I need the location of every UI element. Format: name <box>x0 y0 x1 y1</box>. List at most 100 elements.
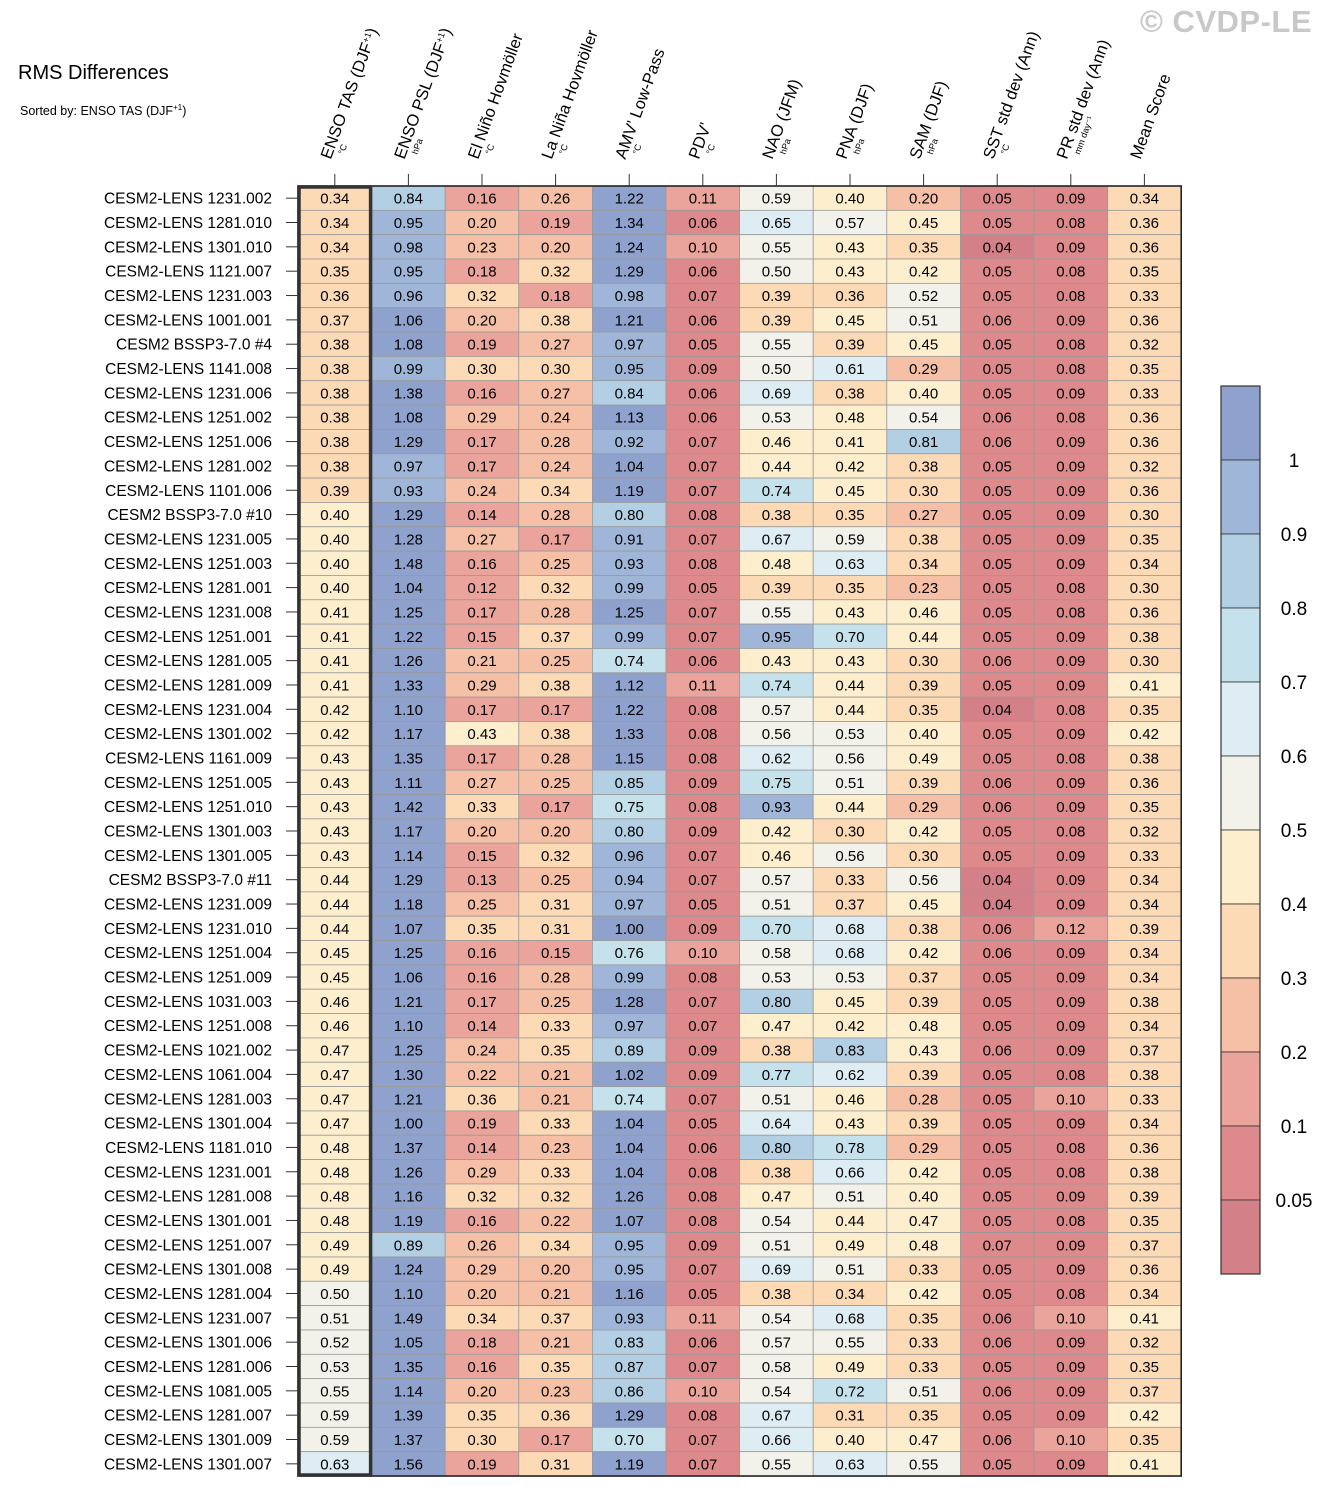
cell-value: 0.04 <box>983 239 1012 256</box>
cell-value: 0.33 <box>909 1262 938 1279</box>
row-label: CESM2-LENS 1281.003 <box>104 1091 272 1108</box>
cell-value: 1.16 <box>394 1189 423 1206</box>
row-label: CESM2-LENS 1161.009 <box>105 750 272 767</box>
cell-value: 0.09 <box>1056 1383 1085 1400</box>
cell-value: 0.45 <box>320 970 349 987</box>
column-header-label: SST std dev (Ann) <box>980 29 1043 162</box>
cell-value: 1.24 <box>394 1262 423 1279</box>
heatmap-cell <box>960 1061 1035 1087</box>
cell-value: 0.55 <box>762 337 791 354</box>
column-header-label: ENSO TAS (DJF <box>318 40 377 161</box>
sort-column-highlight <box>297 185 373 1477</box>
heatmap-cell <box>665 623 740 649</box>
cell-value: 0.47 <box>320 1067 349 1084</box>
cell-value: 0.84 <box>394 191 423 208</box>
cell-value: 0.20 <box>909 191 938 208</box>
cell-value: 0.24 <box>541 410 570 427</box>
heatmap-cell <box>297 502 372 528</box>
cell-value: 0.38 <box>320 337 349 354</box>
heatmap-cell <box>665 234 740 260</box>
heatmap-cell <box>444 940 520 966</box>
cell-value: 1.05 <box>394 1335 423 1352</box>
cell-value: 0.38 <box>320 361 349 378</box>
cell-value: 0.18 <box>467 264 496 281</box>
row-label: CESM2-LENS 1281.010 <box>104 215 272 232</box>
heatmap-cell <box>665 1013 740 1039</box>
cell-value: 0.27 <box>541 385 570 402</box>
cell-value: 0.78 <box>835 1140 864 1157</box>
cell-value: 0.30 <box>467 1432 496 1449</box>
cell-value: 0.25 <box>541 872 570 889</box>
heatmap-cell <box>444 1451 520 1477</box>
heatmap-cell <box>518 1426 593 1453</box>
cell-value: 0.35 <box>909 1310 938 1327</box>
cell-value: 0.35 <box>467 1408 496 1425</box>
heatmap-cell <box>960 721 1035 747</box>
heatmap-cell <box>812 477 888 503</box>
cell-value: 0.39 <box>909 677 938 694</box>
cell-value: 1.30 <box>394 1067 423 1084</box>
cell-value: 0.95 <box>615 1262 644 1279</box>
row-label: CESM2-LENS 1231.008 <box>104 604 272 621</box>
cell-value: 1.49 <box>394 1310 423 1327</box>
colorbar-label: 0.1 <box>1281 1117 1307 1138</box>
cell-value: 0.07 <box>688 629 717 646</box>
cell-value: 0.33 <box>1130 385 1159 402</box>
cell-value: 0.47 <box>320 1091 349 1108</box>
heatmap-cell <box>518 1086 593 1112</box>
cell-value: 0.43 <box>835 604 864 621</box>
heatmap-cell <box>812 355 888 382</box>
cell-value: 0.39 <box>909 1116 938 1133</box>
heatmap-cell <box>960 672 1035 698</box>
sort-prefix: Sorted by: ENSO TAS (DJF <box>20 104 174 119</box>
cell-value: 1.21 <box>394 1091 423 1108</box>
cell-value: 0.08 <box>688 1164 717 1181</box>
cell-value: 0.08 <box>688 726 717 743</box>
cell-value: 0.51 <box>835 775 864 792</box>
cell-value: 0.05 <box>983 1456 1012 1473</box>
cell-value: 0.63 <box>835 556 864 573</box>
cell-value: 0.13 <box>467 872 496 889</box>
heatmap-cell <box>886 1353 961 1380</box>
heatmap-cell <box>812 842 888 868</box>
cell-value: 0.42 <box>835 1018 864 1035</box>
heatmap-cell <box>592 1329 667 1355</box>
cell-value: 0.35 <box>1130 264 1159 281</box>
heatmap-cell <box>518 696 593 722</box>
colorbar-bin <box>1220 607 1261 683</box>
heatmap-cell <box>297 1232 372 1258</box>
cell-value: 1.26 <box>394 653 423 670</box>
heatmap-cell <box>592 550 667 576</box>
cell-value: 1.00 <box>615 921 644 938</box>
cell-value: 0.30 <box>909 653 938 670</box>
cell-value: 1.10 <box>394 702 423 719</box>
cell-value: 0.44 <box>320 897 349 914</box>
heatmap-cell <box>886 794 961 820</box>
cell-value: 0.70 <box>835 629 864 646</box>
cell-value: 0.46 <box>320 1018 349 1035</box>
cell-value: 0.56 <box>835 848 864 865</box>
cell-value: 0.06 <box>983 921 1012 938</box>
cell-value: 0.34 <box>320 239 349 256</box>
cell-value: 0.09 <box>1056 507 1085 524</box>
cell-value: 0.27 <box>909 507 938 524</box>
cell-value: 0.39 <box>909 775 938 792</box>
heatmap-cell <box>665 1353 740 1380</box>
cell-value: 0.49 <box>835 1237 864 1254</box>
heatmap-cell <box>371 818 446 844</box>
row-label: CESM2-LENS 1301.007 <box>104 1456 272 1473</box>
heatmap-cell <box>371 1256 446 1282</box>
colorbar-bin <box>1220 829 1261 905</box>
cell-value: 0.05 <box>983 1140 1012 1157</box>
cell-value: 0.11 <box>689 191 717 208</box>
row-label: CESM2-LENS 1301.005 <box>104 848 272 865</box>
cell-value: 1.33 <box>615 726 644 743</box>
cell-value: 0.38 <box>1130 750 1159 767</box>
heatmap-cell <box>592 477 667 503</box>
cell-value: 0.80 <box>762 994 791 1011</box>
row-label: CESM2-LENS 1251.005 <box>104 775 272 792</box>
cell-value: 0.34 <box>541 483 570 500</box>
heatmap-cell <box>518 380 593 406</box>
heatmap-cell <box>739 1134 814 1161</box>
cell-value: 0.06 <box>983 434 1012 451</box>
